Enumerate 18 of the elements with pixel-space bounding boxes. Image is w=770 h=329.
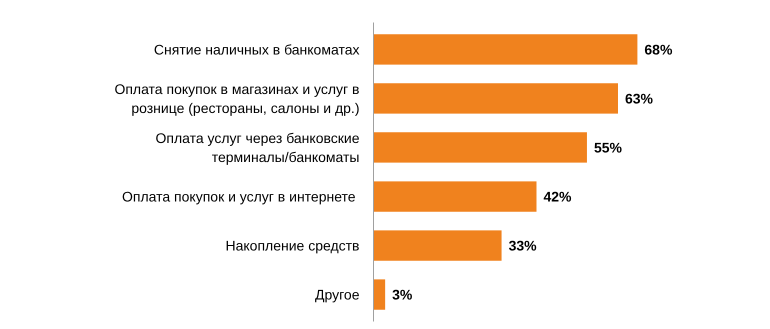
data-label: 42%: [543, 188, 572, 205]
y-tick-label: Оплата покупок и услуг в интернете: [122, 188, 356, 205]
bar: [374, 83, 618, 114]
y-tick-label: Другое: [315, 286, 360, 303]
bar: [374, 230, 502, 261]
y-tick-label: Накопление средств: [225, 238, 360, 254]
bar: [374, 279, 386, 310]
bar: [374, 34, 638, 65]
bar: [374, 181, 536, 212]
y-tick-label: Оплата услуг через банковские терминалы/банкоматы: [155, 130, 360, 166]
y-tick-label: Снятие наличных в банкоматах: [154, 41, 360, 58]
y-tick-label: Оплата покупок в магазинах и услуг в рознице (рестораны, салоны и др.): [114, 80, 360, 116]
data-label: 68%: [644, 41, 673, 58]
data-label: 63%: [624, 90, 654, 106]
bar: [374, 132, 587, 163]
data-label: 33%: [508, 238, 538, 254]
data-label: 55%: [594, 139, 623, 156]
data-label: 3%: [392, 286, 413, 303]
